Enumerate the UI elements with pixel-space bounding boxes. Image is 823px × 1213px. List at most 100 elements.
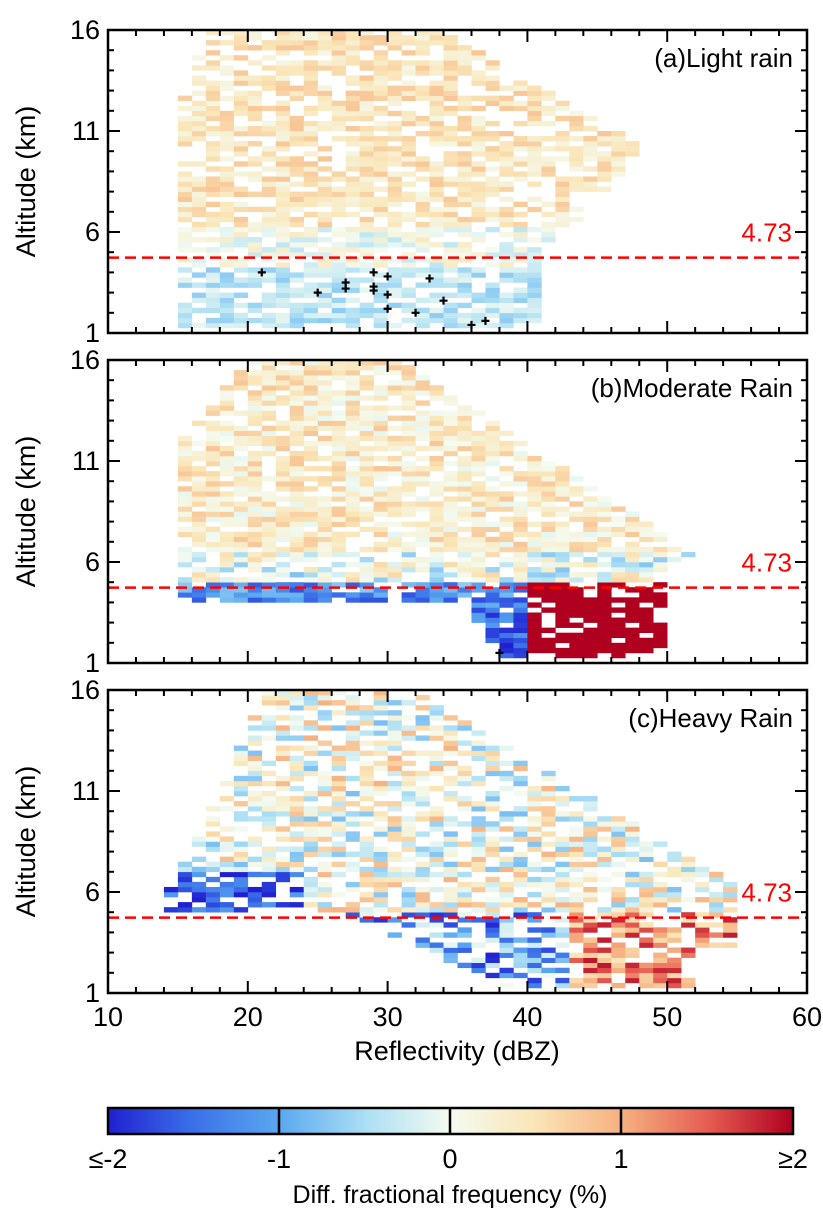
heatmap-cell bbox=[303, 405, 318, 411]
heatmap-cell bbox=[205, 876, 221, 883]
heatmap-cell bbox=[639, 897, 654, 903]
heatmap-cell bbox=[401, 292, 416, 298]
heatmap-cell bbox=[303, 821, 318, 827]
heatmap-cell bbox=[583, 612, 598, 618]
heatmap-cell bbox=[401, 592, 416, 598]
heatmap-cell bbox=[177, 141, 193, 147]
heatmap-cell bbox=[625, 947, 640, 953]
heatmap-cell bbox=[387, 816, 402, 822]
heatmap-cell bbox=[499, 105, 514, 112]
heatmap-cell bbox=[373, 876, 388, 883]
heatmap-cell bbox=[457, 247, 472, 253]
heatmap-cell bbox=[429, 80, 444, 86]
heatmap-cell bbox=[303, 846, 318, 852]
heatmap-cell bbox=[457, 282, 472, 288]
heatmap-cell bbox=[429, 902, 444, 908]
heatmap-cell bbox=[387, 541, 402, 548]
heatmap-cell bbox=[331, 302, 346, 309]
heatmap-cell bbox=[345, 166, 360, 172]
heatmap-cell bbox=[625, 551, 640, 558]
heatmap-cell bbox=[485, 206, 500, 213]
heatmap-cell bbox=[569, 577, 584, 583]
heatmap-cell bbox=[527, 806, 542, 812]
heatmap-cell bbox=[443, 486, 458, 492]
heatmap-cell bbox=[331, 50, 346, 56]
heatmap-cell bbox=[499, 521, 514, 527]
heatmap-cell bbox=[401, 242, 416, 248]
heatmap-cell bbox=[205, 156, 221, 162]
heatmap-cell bbox=[457, 50, 472, 56]
heatmap-cell bbox=[443, 282, 458, 288]
heatmap-cell bbox=[373, 851, 388, 857]
heatmap-cell bbox=[443, 836, 458, 842]
heatmap-cell bbox=[233, 90, 249, 96]
heatmap-cell bbox=[233, 237, 249, 243]
heatmap-cell bbox=[415, 541, 430, 548]
heatmap-cell bbox=[289, 247, 305, 253]
heatmap-cell bbox=[499, 856, 514, 862]
heatmap-cell bbox=[611, 927, 626, 933]
heatmap-cell bbox=[205, 237, 221, 243]
heatmap-cell bbox=[499, 95, 514, 101]
heatmap-cell bbox=[317, 196, 332, 202]
heatmap-cell bbox=[527, 632, 542, 639]
heatmap-cell bbox=[597, 551, 612, 558]
heatmap-cell bbox=[233, 40, 249, 46]
heatmap-cell bbox=[191, 577, 207, 583]
heatmap-cell bbox=[555, 846, 570, 852]
heatmap-cell bbox=[415, 695, 430, 701]
heatmap-cell bbox=[415, 226, 430, 233]
heatmap-cell bbox=[457, 115, 472, 122]
heatmap-cell bbox=[275, 242, 291, 248]
heatmap-cell bbox=[359, 856, 374, 862]
heatmap-cell bbox=[555, 191, 570, 197]
heatmap-cell bbox=[429, 816, 444, 822]
heatmap-cell bbox=[471, 521, 486, 527]
heatmap-cell bbox=[415, 785, 430, 792]
heatmap-cell bbox=[695, 897, 710, 903]
heatmap-cell bbox=[275, 181, 291, 187]
heatmap-cell bbox=[569, 146, 584, 152]
heatmap-cell bbox=[359, 760, 374, 767]
heatmap-cell bbox=[401, 730, 416, 736]
heatmap-cell bbox=[457, 582, 472, 588]
heatmap-cell bbox=[681, 947, 696, 953]
heatmap-cell bbox=[443, 902, 458, 908]
heatmap-cell bbox=[219, 516, 235, 522]
heatmap-cell bbox=[401, 551, 416, 558]
heatmap-cell bbox=[275, 110, 291, 117]
heatmap-cell bbox=[625, 151, 640, 157]
heatmap-cell bbox=[527, 317, 542, 324]
heatmap-cell bbox=[303, 496, 318, 502]
heatmap-cell bbox=[317, 907, 332, 913]
heatmap-cell bbox=[191, 110, 207, 117]
heatmap-cell bbox=[555, 131, 570, 137]
heatmap-cell bbox=[429, 410, 444, 416]
heatmap-cell bbox=[331, 831, 346, 837]
heatmap-cell bbox=[485, 430, 500, 437]
heatmap-cell bbox=[471, 536, 486, 543]
heatmap-cell bbox=[513, 120, 528, 127]
heatmap-cell bbox=[387, 176, 402, 182]
heatmap-cell bbox=[177, 461, 193, 467]
heatmap-cell bbox=[443, 947, 458, 953]
heatmap-cell bbox=[373, 395, 388, 401]
heatmap-cell bbox=[541, 607, 556, 613]
heatmap-cell bbox=[359, 806, 374, 812]
heatmap-cell bbox=[555, 982, 570, 989]
heatmap-cell bbox=[471, 755, 486, 761]
heatmap-cell bbox=[471, 206, 486, 213]
heatmap-cell bbox=[415, 897, 430, 903]
heatmap-cell bbox=[205, 80, 221, 86]
heatmap-cell bbox=[429, 435, 444, 442]
heatmap-cell bbox=[387, 110, 402, 117]
heatmap-cell bbox=[373, 125, 388, 132]
heatmap-cell bbox=[219, 435, 235, 442]
heatmap-cell bbox=[345, 380, 360, 386]
heatmap-cell bbox=[275, 100, 291, 107]
heatmap-cell bbox=[177, 491, 193, 497]
heatmap-cell bbox=[555, 917, 570, 923]
heatmap-cell bbox=[527, 181, 542, 187]
heatmap-cell bbox=[317, 582, 332, 588]
heatmap-cell bbox=[597, 907, 612, 913]
